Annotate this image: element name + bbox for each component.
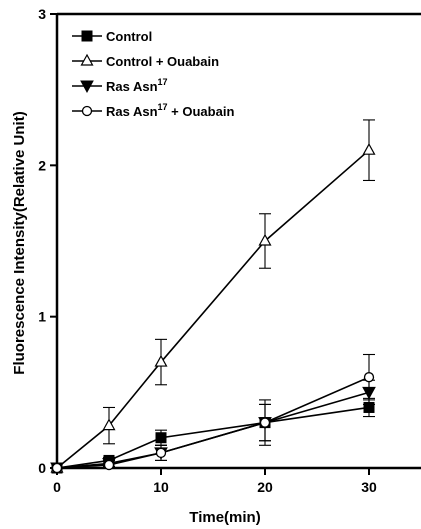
legend-marker (81, 30, 93, 42)
data-point (155, 447, 167, 459)
series-line (56, 149, 370, 469)
data-point (362, 142, 376, 155)
legend-marker (80, 53, 94, 66)
data-point (363, 372, 375, 383)
legend-entry-3: Ras Asn17 (72, 77, 168, 94)
series-layer (50, 119, 376, 476)
series-1 (51, 397, 375, 474)
legend-marker (81, 105, 93, 117)
data-point (154, 354, 168, 367)
y-axis-label: Fluorescence Intensity(Relative Unit) (11, 111, 28, 374)
axes: 0 10 20 30 0 1 2 3 (38, 6, 421, 495)
legend-label: Control + Ouabain (106, 54, 219, 69)
legend-entry-1: Control (72, 29, 152, 44)
data-point (155, 432, 167, 444)
y-tick-label: 0 (38, 460, 46, 476)
data-point (258, 233, 272, 246)
series-line (56, 376, 370, 469)
legend-label: Control (106, 29, 152, 44)
data-point (259, 417, 271, 428)
y-tick-label: 2 (38, 157, 46, 173)
x-tick-label: 0 (53, 479, 61, 495)
series-3 (50, 379, 376, 476)
x-axis-label: Time(min) (189, 509, 260, 526)
x-tick-label: 20 (257, 479, 273, 495)
legend-entry-2: Control + Ouabain (72, 53, 219, 69)
y-tick-label: 3 (38, 6, 46, 22)
data-point (51, 462, 63, 474)
series-2 (50, 119, 376, 473)
legend-marker (80, 80, 94, 94)
x-tick-label: 30 (361, 479, 377, 495)
data-point (102, 418, 116, 431)
series-4 (51, 353, 375, 474)
data-point (103, 459, 115, 471)
x-tick-label: 10 (153, 479, 169, 495)
y-tick-label: 1 (38, 309, 46, 325)
legend: Control Control + Ouabain Ras Asn17 Ras Asn… (72, 29, 234, 119)
legend-label: Ras Asn17 + Ouabain (106, 102, 234, 119)
legend-entry-4: Ras Asn17 + Ouabain (72, 102, 234, 119)
legend-label: Ras Asn17 (106, 77, 168, 94)
